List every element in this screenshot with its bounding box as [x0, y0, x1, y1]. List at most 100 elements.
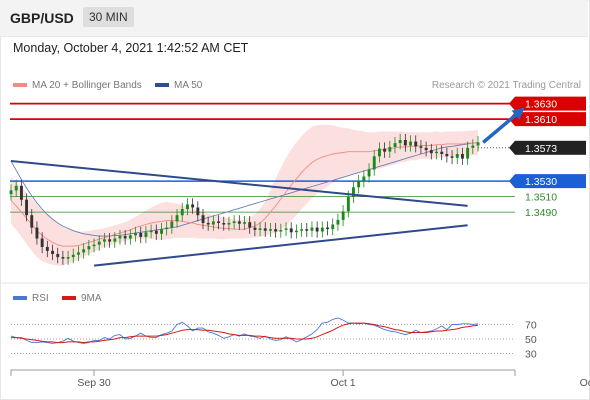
candle-body — [419, 146, 423, 148]
chart-header: GBP/USD 30 MIN — [0, 0, 588, 37]
legend-rsi-label: RSI — [32, 293, 49, 304]
candle-body — [263, 228, 267, 231]
candle-body — [409, 141, 412, 146]
candle-body — [165, 227, 169, 230]
candle-body — [393, 143, 397, 147]
legend-9ma-label: 9MA — [81, 293, 102, 304]
candle-body — [154, 230, 158, 234]
candle-body — [440, 151, 444, 154]
candle-body — [341, 211, 345, 220]
level-label-1.3490: 1.3490 — [525, 207, 557, 219]
ma50-line — [10, 141, 479, 237]
candle-body — [450, 156, 454, 158]
candle-body — [284, 228, 288, 230]
candle-body — [352, 187, 355, 197]
candle-body — [388, 147, 392, 152]
candle-body — [398, 140, 402, 144]
candle-body — [61, 257, 65, 259]
rsi-line — [10, 317, 479, 344]
legend-ma50-label: MA 50 — [174, 80, 203, 91]
candle-body — [300, 229, 304, 231]
candle-body — [315, 227, 319, 232]
candle-body — [66, 257, 70, 259]
candle-body — [160, 229, 163, 234]
candle-body — [71, 254, 75, 258]
candle-body — [35, 227, 39, 239]
candle-body — [310, 227, 314, 231]
candle-body — [476, 142, 480, 146]
candle-body — [403, 140, 407, 146]
candle-body — [243, 222, 246, 224]
level-tag-pointer — [509, 96, 515, 111]
candle-body — [180, 209, 184, 216]
level-label-1.3630: 1.3630 — [525, 99, 557, 111]
9ma-swatch — [62, 296, 76, 301]
candle-body — [103, 239, 106, 242]
rsi-tick-70: 70 — [525, 320, 537, 332]
candle-body — [424, 147, 428, 151]
level-label-1.3573: 1.3573 — [525, 143, 557, 155]
legend-9ma: 9MA — [62, 293, 102, 304]
candle-body — [139, 233, 143, 237]
candle-body — [258, 228, 262, 230]
candle-body — [320, 227, 324, 232]
candle-body — [113, 238, 117, 242]
candle-body — [56, 254, 60, 258]
candle-body — [279, 230, 283, 232]
candle-body — [331, 224, 335, 230]
candle-body — [248, 222, 252, 228]
candle-body — [9, 190, 13, 195]
candle-body — [227, 223, 231, 225]
level-label-1.3610: 1.3610 — [525, 114, 557, 126]
x-tick-label: Oct 1 — [331, 377, 356, 389]
candle-body — [186, 204, 189, 210]
rsi-tick-50: 50 — [525, 334, 537, 346]
level-tag-1.3630 — [515, 96, 586, 111]
candle-body — [123, 236, 127, 239]
candle-body — [305, 229, 309, 231]
candle-body — [51, 250, 54, 254]
rsi-ma-line — [11, 322, 479, 344]
candle-body — [274, 229, 278, 232]
candle-body — [144, 232, 148, 237]
level-tag-pointer — [509, 174, 515, 189]
timeframe-button[interactable]: 30 MIN — [83, 7, 134, 27]
forecast-arrow-shaft — [482, 111, 520, 144]
level-tag-pointer — [509, 140, 515, 155]
candle-body — [295, 230, 298, 233]
candle-body — [108, 239, 112, 242]
legend-ma20: MA 20 + Bollinger Bands — [13, 80, 142, 91]
level-tag-1.3610 — [515, 112, 586, 127]
candle-body — [357, 181, 361, 188]
candle-body — [383, 148, 387, 152]
level-tag-1.3573 — [515, 140, 586, 155]
candle-body — [466, 147, 470, 159]
candle-body — [191, 204, 195, 208]
candle-body — [429, 150, 433, 154]
legend-ma20-label: MA 20 + Bollinger Bands — [32, 80, 142, 91]
candle-body — [232, 221, 236, 223]
ma20-swatch — [13, 83, 27, 88]
rsi-swatch — [13, 296, 27, 301]
symbol-label: GBP/USD — [10, 10, 74, 26]
candle-body — [414, 141, 418, 147]
level-label-1.3530: 1.3530 — [525, 176, 557, 188]
candle-body — [92, 244, 96, 247]
candle-body — [289, 228, 293, 233]
candle-body — [206, 223, 210, 225]
trendline-1 — [10, 159, 468, 207]
x-tick-label: Sep 30 — [77, 377, 110, 389]
level-tag-1.3530 — [515, 174, 586, 189]
x-tick-label: Oct 2 — [580, 377, 590, 389]
trendline-2 — [93, 224, 468, 267]
candle-body — [362, 176, 366, 182]
candle-body — [367, 169, 371, 177]
candle-body — [435, 151, 438, 154]
candle-body — [97, 241, 101, 245]
candle-body — [82, 249, 86, 253]
candle-body — [196, 207, 200, 216]
candle-body — [175, 215, 179, 222]
candle-body — [471, 145, 475, 148]
candle-body — [455, 154, 459, 158]
